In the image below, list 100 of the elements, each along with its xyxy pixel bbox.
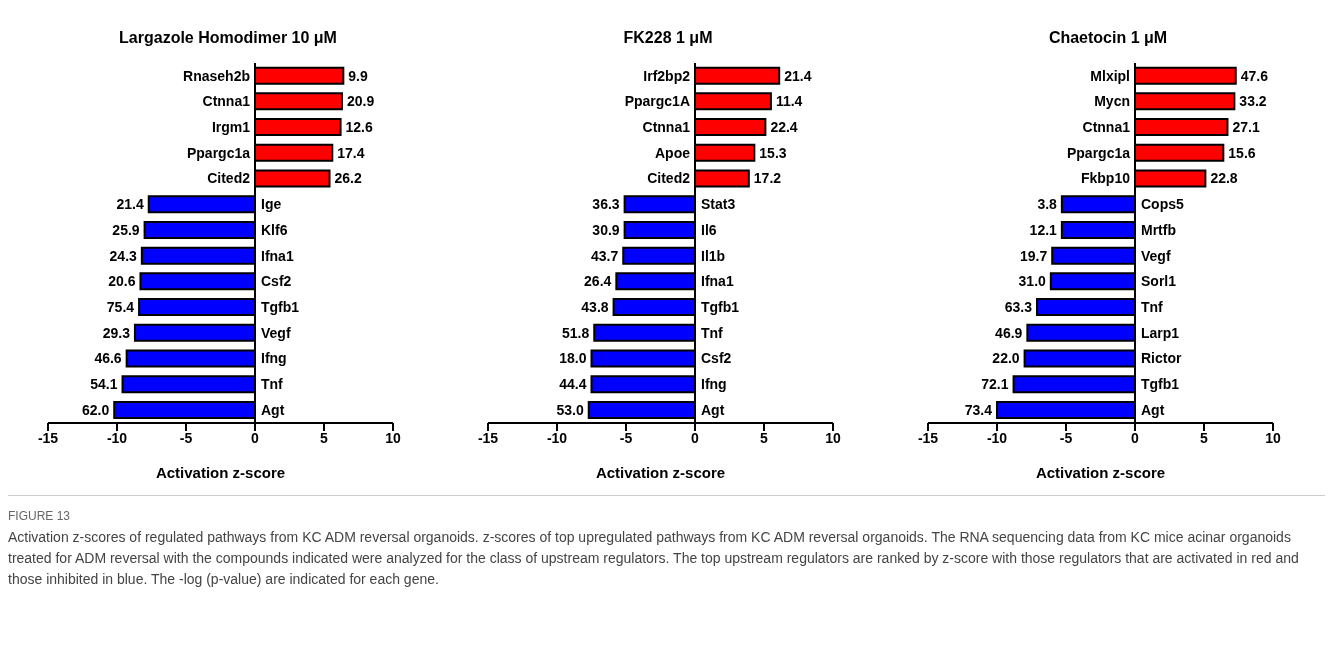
annotation: 72.1 — [981, 376, 1009, 393]
annotation: 47.6 — [1240, 67, 1269, 84]
y-tick-label: Ifna1 — [261, 247, 294, 264]
y-tick-label: Tnf — [1141, 299, 1164, 316]
annotation: 20.9 — [346, 93, 375, 110]
x-tick-label: 5 — [1200, 429, 1209, 446]
y-tick-label: Rnaseh2b — [183, 67, 250, 84]
annotation: 46.6 — [94, 350, 122, 367]
annotation: 12.1 — [1029, 221, 1058, 238]
y-tick-label: Ppargc1A — [624, 93, 690, 110]
annotation: 9.9 — [348, 67, 368, 84]
annotation: 21.4 — [116, 196, 144, 213]
y-tick-label: Stat3 — [701, 196, 736, 213]
y-tick-label: Tgfb1 — [261, 299, 300, 316]
x-axis-title: Activation z-score — [154, 464, 287, 481]
annotation: 17.2 — [753, 170, 782, 187]
x-tick-label: 0 — [1131, 429, 1140, 446]
annotation: 43.7 — [590, 247, 619, 264]
y-tick-label: Tgfb1 — [1141, 376, 1180, 393]
chart-title: Largazole Homodimer 10 μM — [118, 28, 338, 48]
y-tick-label: Rictor — [1141, 350, 1182, 367]
x-tick-label: -10 — [546, 429, 568, 446]
y-tick-label: Ifng — [701, 376, 727, 393]
y-tick-label: Il6 — [701, 221, 717, 238]
y-tick-label: Cited2 — [647, 170, 691, 187]
y-tick-label: Irgm1 — [211, 119, 251, 136]
x-tick-label: 10 — [825, 429, 841, 446]
y-tick-label: Fkbp10 — [1080, 170, 1131, 187]
x-tick-label: -10 — [106, 429, 128, 446]
x-tick-label: -10 — [986, 429, 1008, 446]
x-tick-label: -5 — [179, 429, 193, 446]
y-tick-label: Ctnna1 — [202, 93, 251, 110]
x-tick-label: 5 — [320, 429, 329, 446]
x-tick-label: 5 — [760, 429, 769, 446]
annotation: 33.2 — [1239, 93, 1267, 110]
annotation: 11.4 — [775, 93, 803, 110]
x-tick-label: -15 — [477, 429, 499, 446]
annotation: 44.4 — [559, 376, 587, 393]
y-tick-label: Vegf — [1141, 247, 1171, 264]
annotation: 21.4 — [784, 67, 812, 84]
annotation: 73.4 — [964, 401, 993, 418]
y-tick-label: Agt — [701, 401, 725, 418]
x-axis-title: Activation z-score — [594, 464, 727, 481]
x-tick-label: -5 — [619, 429, 633, 446]
y-tick-label: Ifng — [261, 350, 287, 367]
y-tick-label: Apoe — [655, 144, 691, 161]
caption: FIGURE 13 — [8, 508, 71, 525]
y-tick-label: Larp1 — [1141, 324, 1180, 341]
annotation: 15.3 — [759, 144, 787, 161]
y-tick-label: Tnf — [701, 324, 724, 341]
y-tick-label: Klf6 — [261, 221, 288, 238]
x-axis-title: Activation z-score — [1034, 464, 1167, 481]
annotation: 15.6 — [1228, 144, 1256, 161]
annotation: 20.6 — [108, 273, 136, 290]
y-tick-label: Ppargc1a — [186, 144, 251, 161]
y-tick-label: Ifna1 — [701, 273, 734, 290]
annotation: 29.3 — [102, 324, 131, 341]
annotation: 18.0 — [559, 350, 587, 367]
annotation: 54.1 — [90, 376, 118, 393]
annotation: 62.0 — [81, 401, 110, 418]
annotation: 27.1 — [1232, 119, 1260, 136]
y-tick-label: Vegf — [261, 324, 291, 341]
annotation: 22.4 — [770, 119, 798, 136]
y-tick-label: Tgfb1 — [701, 299, 740, 316]
text: Activation z-scores of regulated pathways from KC ADM reversal organoids. z-scores of top upregulated pathways from KC ADM reversal organoids. The RNA sequencing data from KC mice acinar organoids treated for ADM reversal with the compounds indicated were analyzed for the class of upstream regulators. The top upstream regulators are ranked by z-score with those regulators that are activated in red and those inhibited in blue. The -log (p-value) are indicated for each gene. — [8, 528, 1300, 589]
y-tick-label: Ctnna1 — [1082, 119, 1131, 136]
y-tick-label: Csf2 — [261, 273, 292, 290]
annotation: 53.0 — [556, 401, 584, 418]
y-tick-label: Ctnna1 — [642, 119, 691, 136]
x-tick-label: -5 — [1059, 429, 1073, 446]
annotation: 46.9 — [995, 324, 1023, 341]
y-tick-label: Agt — [261, 401, 285, 418]
x-tick-label: 0 — [691, 429, 700, 446]
x-tick-label: -15 — [37, 429, 59, 446]
annotation: 12.6 — [345, 119, 374, 136]
annotation: 51.8 — [562, 324, 590, 341]
chart-title: Chaetocin 1 μM — [1047, 28, 1169, 48]
annotation: 19.7 — [1019, 247, 1048, 264]
annotation: 36.3 — [592, 196, 620, 213]
x-tick-label: 10 — [385, 429, 401, 446]
y-tick-label: Mlxipl — [1090, 67, 1130, 84]
x-tick-label: -15 — [917, 429, 939, 446]
annotation: 24.3 — [109, 247, 138, 264]
y-tick-label: Cited2 — [207, 170, 251, 187]
annotation: 63.3 — [1004, 299, 1033, 316]
annotation: 30.9 — [592, 221, 620, 238]
annotation: 75.4 — [106, 299, 135, 316]
annotation: 43.8 — [581, 299, 609, 316]
y-tick-label: Csf2 — [701, 350, 732, 367]
annotation: 25.9 — [112, 221, 140, 238]
annotation: 3.8 — [1037, 196, 1058, 213]
x-tick-label: 0 — [251, 429, 260, 446]
x-tick-label: 10 — [1265, 429, 1281, 446]
y-tick-label: Sorl1 — [1141, 273, 1177, 290]
annotation: 22.0 — [992, 350, 1020, 367]
y-tick-label: Il1b — [701, 247, 726, 264]
y-tick-label: Ppargc1a — [1066, 144, 1131, 161]
y-tick-label: Irf2bp2 — [643, 67, 691, 84]
y-tick-label: Ige — [261, 196, 282, 213]
annotation: 31.0 — [1018, 273, 1047, 290]
